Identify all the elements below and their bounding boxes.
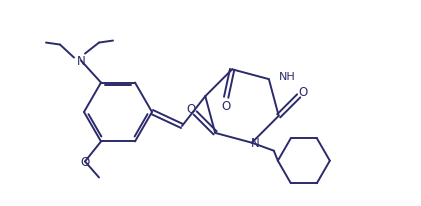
Text: N: N <box>250 137 259 150</box>
Text: N: N <box>77 55 85 68</box>
Text: NH: NH <box>279 72 296 82</box>
Text: O: O <box>187 103 196 116</box>
Text: O: O <box>221 99 231 112</box>
Text: O: O <box>298 86 307 99</box>
Text: O: O <box>80 155 90 168</box>
